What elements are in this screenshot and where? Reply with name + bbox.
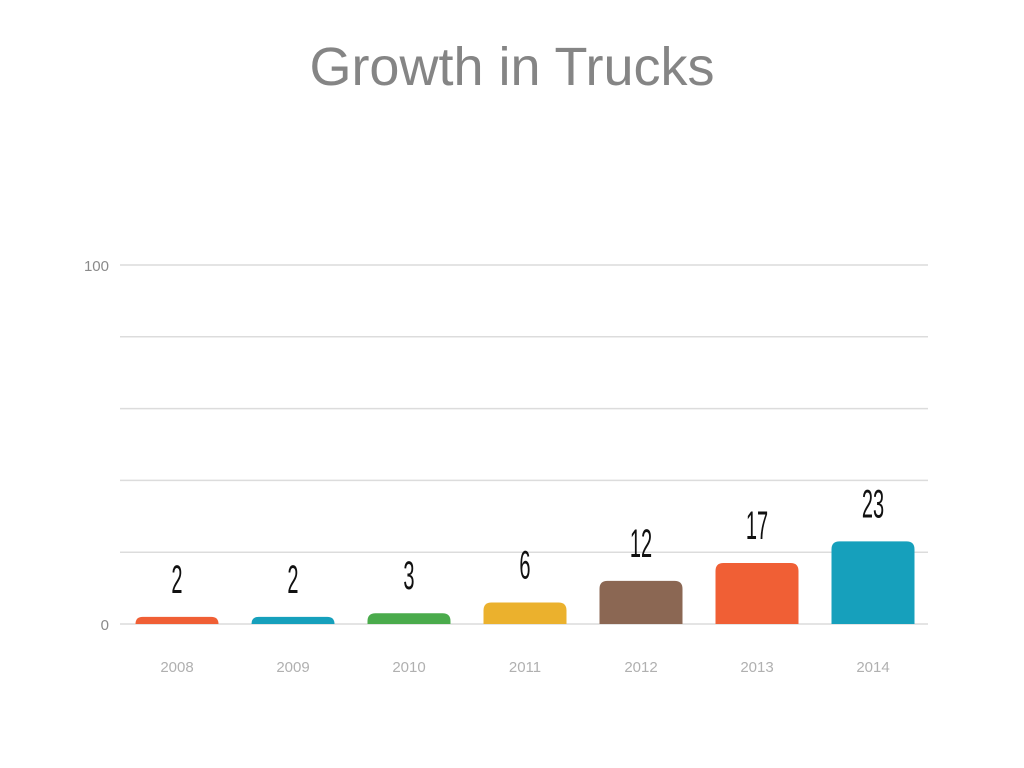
bar-2009	[251, 616, 335, 624]
data-label: 2	[287, 556, 298, 602]
data-label: 17	[746, 502, 768, 548]
x-tick-label: 2011	[509, 659, 541, 676]
x-tick-label: 2013	[740, 659, 773, 676]
x-tick-label: 2012	[624, 659, 657, 676]
x-tick-label: 2010	[392, 659, 425, 676]
x-tick-label: 2009	[276, 659, 309, 676]
chart-title: Growth in Trucks	[309, 37, 715, 97]
data-label: 2	[171, 556, 182, 602]
data-label: 3	[403, 553, 414, 599]
bar-2011	[483, 602, 567, 624]
bar-2010	[367, 613, 451, 624]
x-tick-label: 2008	[160, 659, 193, 676]
bar-2013	[715, 562, 799, 624]
bar-2008	[135, 616, 219, 624]
bar-2014	[831, 541, 915, 624]
data-label: 23	[862, 481, 884, 527]
x-tick-label: 2014	[856, 659, 889, 676]
y-tick-label: 100	[84, 258, 109, 275]
y-tick-label: 0	[101, 617, 109, 634]
data-label: 12	[630, 520, 652, 566]
bar-2012	[599, 580, 683, 624]
data-label: 6	[519, 542, 530, 588]
